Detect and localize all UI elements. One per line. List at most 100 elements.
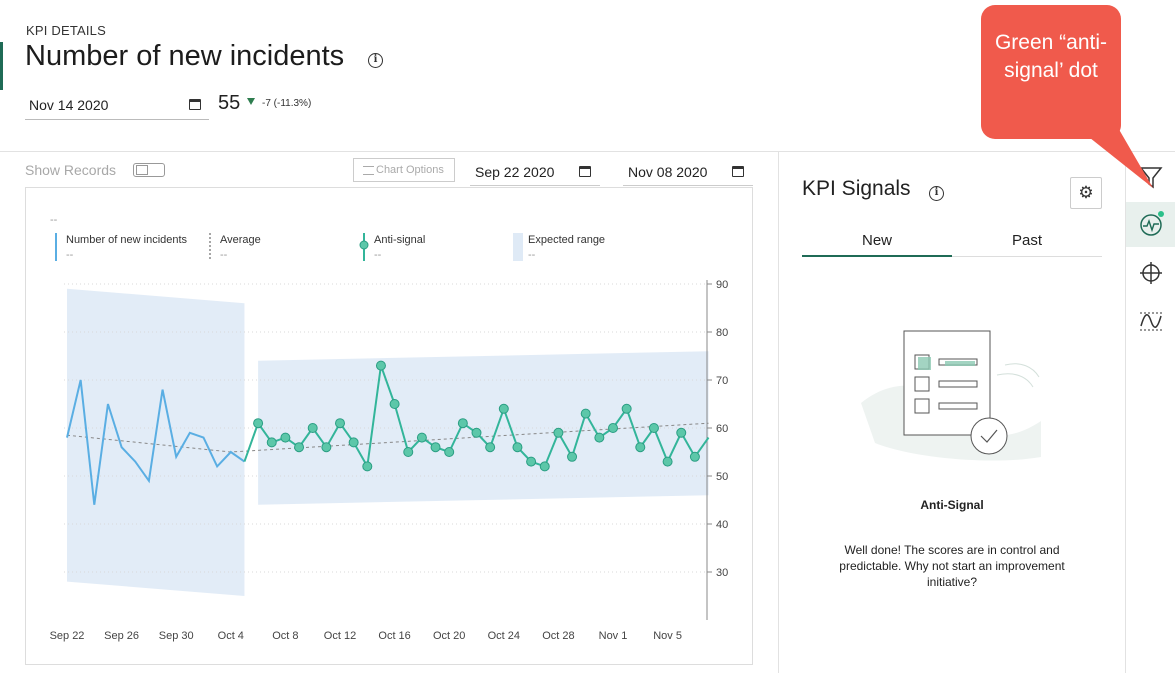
down-arrow-icon <box>247 98 255 105</box>
tab-active-indicator <box>802 255 952 257</box>
annotation-callout: Green “anti- signal’ dot <box>981 5 1121 139</box>
expected-range-band <box>67 288 245 596</box>
start-date-field[interactable]: Sep 22 2020 <box>470 158 600 186</box>
anti-signal-point <box>307 423 318 433</box>
page-title: Number of new incidents <box>25 40 345 72</box>
anti-signal-point <box>266 437 277 448</box>
anti-signal-point <box>457 418 468 429</box>
x-tick-label: Oct 16 <box>378 630 410 642</box>
anti-signal-point <box>321 442 332 453</box>
anti-signal-point <box>539 461 550 472</box>
x-tick-label: Oct 4 <box>218 630 244 642</box>
y-tick-label: 90 <box>716 279 728 291</box>
signals-icon <box>1140 214 1162 236</box>
start-date-value: Sep 22 2020 <box>475 164 555 180</box>
anti-signal-point <box>294 442 305 453</box>
legend-top-value: -- <box>50 214 58 226</box>
sliders-icon <box>363 166 374 175</box>
kpi-date-value: Nov 14 2020 <box>29 97 109 113</box>
legend: Number of new incidents -- Average -- An… <box>55 233 605 261</box>
anti-signal-title: Anti-Signal <box>920 498 984 512</box>
x-tick-label: Nov 5 <box>653 630 682 642</box>
anti-signal-point <box>485 442 496 453</box>
panel-divider <box>778 152 779 673</box>
end-date-field[interactable]: Nov 08 2020 <box>623 158 753 186</box>
calendar-icon[interactable] <box>579 166 591 177</box>
rail-target-button[interactable] <box>1126 250 1175 295</box>
anti-signal-point <box>430 442 441 453</box>
legend-average-label: Average <box>220 234 261 246</box>
rail-signals-button[interactable] <box>1126 202 1175 247</box>
legend-anti-label: Anti-signal <box>374 234 425 246</box>
anti-signal-point <box>253 418 264 429</box>
settings-button[interactable]: ⚙ <box>1070 177 1102 209</box>
limits-icon <box>1140 312 1162 331</box>
calendar-icon[interactable] <box>189 99 201 110</box>
chart-options-button[interactable]: Chart Options <box>353 158 455 182</box>
x-tick-label: Oct 28 <box>542 630 574 642</box>
show-records-toggle[interactable] <box>133 163 165 177</box>
header-accent-bar <box>0 42 3 90</box>
y-tick-label: 80 <box>716 327 728 339</box>
x-tick-label: Nov 1 <box>599 630 628 642</box>
anti-signal-point <box>526 456 537 467</box>
title-info-icon[interactable]: i <box>368 53 383 68</box>
anti-signal-point <box>567 451 578 462</box>
anti-signal-point <box>648 423 659 433</box>
x-tick-label: Oct 8 <box>272 630 298 642</box>
legend-anti-dot <box>359 240 369 250</box>
legend-series-label: Number of new incidents <box>66 234 188 246</box>
legend-average-value: -- <box>220 249 228 261</box>
tab-past[interactable]: Past <box>1011 232 1042 249</box>
anti-signal-point <box>362 461 373 472</box>
anti-signal-illustration <box>861 330 1041 461</box>
x-tick-label: Sep 22 <box>50 630 85 642</box>
anti-signal-point <box>375 360 386 371</box>
x-tick-label: Oct 20 <box>433 630 465 642</box>
tab-new[interactable]: New <box>861 232 892 249</box>
x-tick-label: Sep 30 <box>159 630 194 642</box>
anti-signal-point <box>444 447 455 457</box>
kpi-delta: -7 (-11.3%) <box>262 98 312 109</box>
y-tick-label: 40 <box>716 519 728 531</box>
kpi-date-field[interactable]: Nov 14 2020 <box>25 90 209 120</box>
legend-range-label: Expected range <box>528 234 605 246</box>
x-tick-label: Oct 12 <box>324 630 356 642</box>
anti-signal-point <box>689 451 700 462</box>
anti-signal-point <box>635 442 646 453</box>
signals-info-icon[interactable]: i <box>929 186 944 201</box>
filter-icon <box>1139 167 1163 189</box>
anti-signal-point <box>512 442 523 453</box>
tabs-divider <box>802 256 1102 257</box>
x-tick-label: Oct 24 <box>488 630 520 642</box>
y-tick-label: 70 <box>716 375 728 387</box>
y-tick-label: 60 <box>716 423 728 435</box>
y-tick-label: 50 <box>716 471 728 483</box>
y-tick-label: 30 <box>716 567 728 579</box>
anti-signal-point <box>608 423 618 433</box>
anti-signal-point <box>389 399 400 409</box>
calendar-icon[interactable] <box>732 166 744 177</box>
callout-text: Green “anti- signal’ dot <box>994 31 1108 82</box>
target-icon <box>1140 262 1162 284</box>
kpi-chart[interactable]: -- Number of new incidents -- Average --… <box>26 188 752 664</box>
page-kicker: KPI DETAILS <box>26 23 106 38</box>
anti-signal-point <box>676 427 687 438</box>
rail-filter-button[interactable] <box>1126 154 1175 199</box>
anti-signal-point <box>621 403 632 414</box>
anti-signal-point <box>403 447 414 457</box>
legend-range-value: -- <box>528 249 536 261</box>
rail-limits-button[interactable] <box>1126 298 1175 343</box>
chart-card: -- Number of new incidents -- Average --… <box>25 187 753 665</box>
x-tick-label: Sep 26 <box>104 630 139 642</box>
anti-signal-point <box>280 432 291 443</box>
legend-series-value: -- <box>66 249 74 261</box>
plot-area: 30 40 50 60 70 80 90 Sep 22 Sep 26 Sep 30 Oct 4 Oct… <box>50 279 729 642</box>
toggle-knob <box>136 165 148 175</box>
signals-title: KPI Signals <box>802 177 911 200</box>
show-records-label: Show Records <box>25 162 117 178</box>
kpi-current-value: 55 <box>218 92 241 114</box>
legend-anti-value: -- <box>374 249 382 261</box>
anti-signal-point <box>594 432 605 443</box>
